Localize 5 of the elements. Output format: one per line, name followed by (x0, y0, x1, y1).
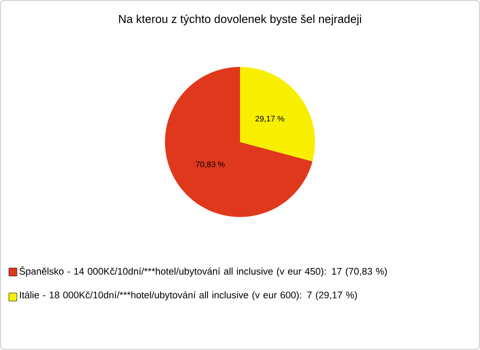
legend-label: Itálie - 18 000Kč/10dní/***hotel/ubytování all inclusive (v eur 600): 7 (29,17 %) (20, 291, 357, 300)
data-label: 29,17 % (255, 116, 284, 122)
chart-title: Na kterou z týchto dovolenek byste šel nejradeji (119, 14, 361, 26)
legend-label: Španělsko - 14 000Kč/10dní/***hotel/ubytování all inclusive (v eur 450): 17 (70,83 %) (20, 266, 387, 277)
data-label: 70,83 % (196, 162, 225, 168)
